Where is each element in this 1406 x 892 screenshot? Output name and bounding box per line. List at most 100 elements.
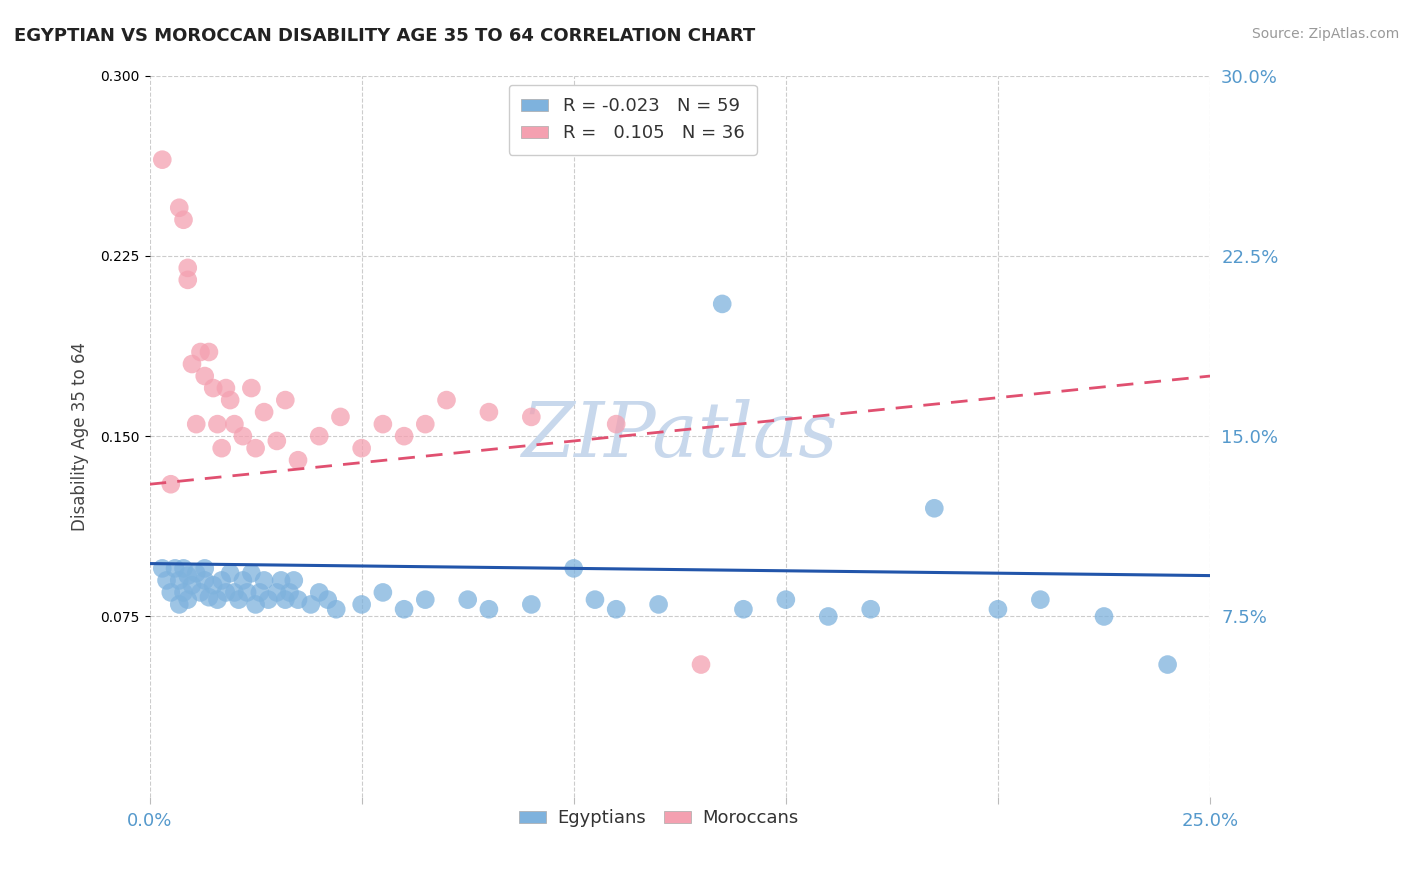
Point: [283, 574, 305, 588]
Point: [159, 477, 181, 491]
Point: [249, 585, 271, 599]
Point: [198, 591, 221, 605]
Point: [202, 578, 225, 592]
Point: [392, 602, 415, 616]
Point: [211, 574, 233, 588]
Point: [150, 153, 173, 167]
Point: [207, 417, 229, 431]
Point: [159, 585, 181, 599]
Point: [173, 561, 195, 575]
Point: [173, 585, 195, 599]
Point: [245, 441, 267, 455]
Point: [308, 585, 330, 599]
Point: [605, 602, 627, 616]
Point: [194, 561, 217, 575]
Point: [325, 602, 347, 616]
Point: [257, 592, 280, 607]
Point: [924, 501, 946, 516]
Point: [177, 273, 200, 287]
Point: [350, 598, 373, 612]
Point: [690, 657, 713, 672]
Point: [163, 561, 186, 575]
Point: [190, 585, 212, 599]
Point: [228, 592, 250, 607]
Point: [211, 441, 233, 455]
Point: [287, 592, 309, 607]
Point: [194, 369, 217, 384]
Point: [583, 592, 606, 607]
Point: [987, 602, 1010, 616]
Point: [219, 566, 242, 581]
Point: [169, 574, 191, 588]
Point: [278, 585, 301, 599]
Point: [207, 592, 229, 607]
Point: [177, 568, 200, 582]
Point: [274, 393, 297, 408]
Point: [478, 602, 501, 616]
Point: [194, 574, 217, 588]
Point: [350, 441, 373, 455]
Point: [190, 345, 212, 359]
Point: [859, 602, 882, 616]
Point: [224, 585, 246, 599]
Point: [224, 417, 246, 431]
Point: [169, 598, 191, 612]
Point: [733, 602, 755, 616]
Point: [186, 417, 208, 431]
Point: [150, 561, 173, 575]
Point: [173, 212, 195, 227]
Point: [436, 393, 458, 408]
Point: [240, 381, 263, 395]
Text: Source: ZipAtlas.com: Source: ZipAtlas.com: [1251, 27, 1399, 41]
Point: [155, 574, 177, 588]
Point: [274, 592, 297, 607]
Point: [775, 592, 797, 607]
Point: [232, 429, 254, 443]
Point: [177, 260, 200, 275]
Text: ZIPatlas: ZIPatlas: [522, 399, 838, 473]
Point: [371, 417, 394, 431]
Point: [287, 453, 309, 467]
Point: [240, 566, 263, 581]
Point: [198, 345, 221, 359]
Point: [371, 585, 394, 599]
Point: [605, 417, 627, 431]
Point: [236, 585, 259, 599]
Point: [245, 598, 267, 612]
Point: [413, 417, 436, 431]
Point: [232, 574, 254, 588]
Point: [562, 561, 585, 575]
Point: [181, 357, 204, 371]
Point: [478, 405, 501, 419]
Point: [215, 381, 238, 395]
Point: [202, 381, 225, 395]
Point: [177, 592, 200, 607]
Point: [215, 585, 238, 599]
Point: [329, 409, 352, 424]
Point: [1092, 609, 1115, 624]
Point: [186, 566, 208, 581]
Point: [316, 592, 339, 607]
Point: [413, 592, 436, 607]
Point: [457, 592, 479, 607]
Point: [253, 405, 276, 419]
Point: [266, 434, 288, 448]
Point: [299, 598, 322, 612]
Y-axis label: Disability Age 35 to 64: Disability Age 35 to 64: [72, 342, 89, 531]
Text: EGYPTIAN VS MOROCCAN DISABILITY AGE 35 TO 64 CORRELATION CHART: EGYPTIAN VS MOROCCAN DISABILITY AGE 35 T…: [14, 27, 755, 45]
Point: [253, 574, 276, 588]
Legend: Egyptians, Moroccans: Egyptians, Moroccans: [512, 802, 806, 835]
Point: [308, 429, 330, 443]
Point: [1156, 657, 1178, 672]
Point: [1029, 592, 1052, 607]
Point: [520, 409, 543, 424]
Point: [520, 598, 543, 612]
Point: [219, 393, 242, 408]
Point: [266, 585, 288, 599]
Point: [392, 429, 415, 443]
Point: [169, 201, 191, 215]
Point: [711, 297, 734, 311]
Point: [270, 574, 292, 588]
Point: [817, 609, 839, 624]
Point: [181, 578, 204, 592]
